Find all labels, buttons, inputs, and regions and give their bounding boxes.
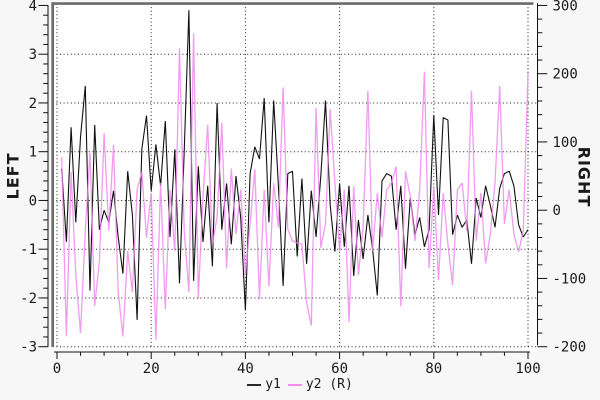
legend: y1 y2 (R) [0,377,600,392]
plot-area [52,3,538,352]
x-tick-label: 40 [237,361,254,377]
left-tick-label: 3 [29,47,37,63]
right-tick-label: -200 [553,340,587,356]
x-tick-label: 20 [143,361,160,377]
legend-y2-label: y2 (R) [305,377,353,392]
x-tick-label: 0 [53,361,61,377]
right-tick-label: -100 [553,271,587,287]
left-tick-label: 1 [29,145,37,161]
left-tick-label: 4 [29,0,37,14]
legend-y1-label: y1 [265,377,281,392]
right-tick-label: 300 [553,0,578,14]
right-axis-ticks [537,3,548,348]
x-tick-label: 100 [515,361,540,377]
right-tick-label: 200 [553,67,578,83]
left-axis-tick-labels: -3 -2 -1 0 1 2 3 4 [20,0,37,356]
x-tick-label: 60 [331,361,348,377]
right-axis-tick-labels: -200 -100 0 100 200 300 [553,0,587,356]
legend-item-y2: y2 (R) [287,377,353,392]
left-tick-label: 2 [29,96,37,112]
legend-y1-dash [247,383,262,386]
left-axis-ticks [38,4,49,348]
left-tick-label: -1 [20,242,37,258]
left-tick-label: 0 [29,193,37,209]
series-y1-line [61,10,529,320]
x-tick-label: 80 [425,361,442,377]
right-axis-title: RIGHT [574,146,594,208]
legend-item-y1: y1 [247,377,281,392]
right-tick-label: 100 [553,135,578,151]
left-tick-label: -3 [20,340,37,356]
series-y2-line [61,33,529,340]
x-axis-tick-labels: 0 20 40 60 80 100 [53,361,541,377]
plot-border [51,2,534,347]
left-axis-title: LEFT [3,152,23,200]
left-tick-label: -2 [20,291,37,307]
legend-y2-dash [287,383,302,386]
right-tick-label: 0 [553,203,561,219]
x-axis-ticks [54,351,530,359]
